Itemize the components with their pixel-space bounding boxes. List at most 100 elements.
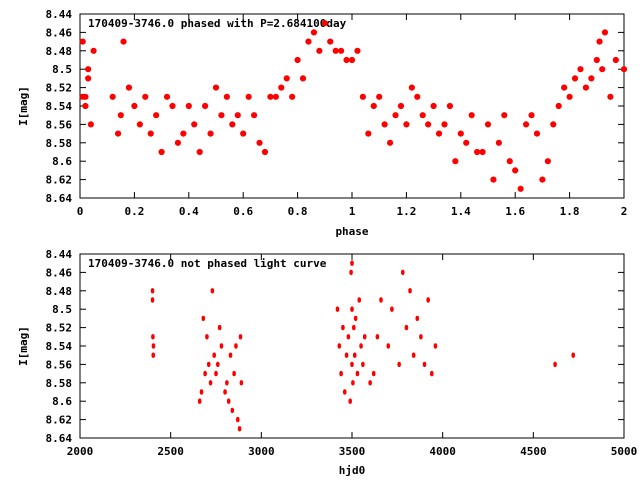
unphased-y-tick-label: 8.54 — [46, 340, 73, 353]
phased-data-point — [607, 93, 614, 100]
unphased-data-point — [225, 380, 229, 386]
unphased-data-point — [210, 288, 215, 294]
phased-data-point — [365, 130, 372, 137]
phased-x-tick-label: 0.6 — [233, 205, 253, 218]
phased-data-point — [294, 56, 301, 64]
phased-data-point — [321, 20, 328, 27]
unphased-data-point — [208, 380, 213, 386]
unphased-data-point — [379, 297, 383, 303]
unphased-y-tick-label: 8.46 — [46, 266, 73, 279]
phased-data-point — [495, 139, 502, 146]
unphased-x-tick-label: 4500 — [520, 445, 547, 458]
phased-data-point — [601, 29, 609, 36]
unphased-data-point — [352, 352, 357, 358]
phased-data-point — [452, 158, 459, 165]
phased-data-point — [359, 93, 366, 100]
phased-data-point — [555, 102, 562, 110]
phased-data-point — [212, 84, 220, 91]
unphased-y-tick-label: 8.56 — [46, 358, 73, 371]
phased-data-point — [457, 130, 464, 137]
phased-data-point — [185, 102, 192, 110]
phased-data-point — [484, 121, 492, 128]
unphased-data-point — [433, 343, 438, 349]
unphased-data-point — [151, 343, 156, 349]
phased-data-point — [120, 38, 127, 45]
unphased-data-point — [352, 324, 356, 331]
unphased-data-point — [206, 361, 211, 368]
phased-data-point — [250, 112, 258, 119]
phased-data-point — [376, 93, 383, 100]
phased-data-point — [446, 102, 454, 110]
phased-data-point — [577, 66, 584, 73]
phased-data-point — [517, 185, 524, 192]
unphased-data-point — [232, 370, 236, 377]
phased-data-point — [163, 93, 171, 100]
phased-x-tick-label: 1.2 — [396, 205, 416, 218]
unphased-data-point — [216, 361, 220, 368]
unphased-data-point — [226, 398, 231, 404]
unphased-ticks: 2000 2500 3000 3500 4000 4500 5000 8.44 8.46 8.48… — [46, 248, 638, 458]
unphased-data-point — [239, 380, 244, 386]
phased-data-point — [397, 102, 405, 110]
unphased-data-point — [415, 315, 420, 322]
phased-data-point — [539, 176, 546, 183]
unphased-data-point — [553, 361, 557, 368]
phased-data-point — [512, 167, 519, 174]
unphased-data-point — [237, 426, 242, 432]
phased-points — [79, 20, 628, 192]
unphased-plot-title: 170409-3746.0 not phased light curve — [88, 257, 327, 270]
unphased-data-point — [151, 352, 156, 358]
phased-y-tick-label: 8.54 — [46, 100, 73, 113]
unphased-x-tick-label: 3000 — [248, 445, 275, 458]
phased-data-point — [528, 112, 535, 119]
phased-x-axis-label: phase — [335, 225, 368, 238]
phased-data-point — [506, 158, 513, 165]
unphased-y-axis-label: I[mag] — [17, 326, 30, 366]
phased-data-point — [522, 121, 530, 128]
phased-data-point — [425, 121, 432, 128]
phased-data-point — [490, 176, 497, 183]
phased-data-point — [381, 121, 388, 128]
phased-data-point — [571, 75, 579, 82]
unphased-data-point — [390, 306, 394, 312]
phased-data-point — [338, 47, 345, 54]
unphased-data-point — [223, 389, 227, 395]
phased-data-point — [202, 102, 209, 110]
phased-data-point — [229, 121, 236, 128]
phased-data-point — [158, 148, 165, 156]
phased-data-point — [272, 93, 279, 100]
unphased-y-tick-label: 8.48 — [46, 285, 73, 298]
phased-x-tick-label: 1 — [349, 205, 356, 218]
unphased-data-point — [426, 297, 430, 303]
phased-data-point — [85, 75, 92, 82]
phased-data-point — [479, 148, 486, 156]
unphased-data-point — [397, 361, 401, 368]
phased-data-point — [267, 93, 274, 100]
unphased-data-point — [349, 269, 353, 276]
phased-data-point — [305, 38, 312, 45]
phased-data-point — [403, 121, 410, 128]
phased-data-point — [90, 47, 97, 54]
phased-data-point — [278, 84, 285, 91]
unphased-x-tick-label: 5000 — [611, 445, 638, 458]
phased-data-point — [620, 66, 628, 73]
unphased-data-point — [150, 288, 155, 294]
unphased-data-point — [219, 343, 224, 349]
unphased-data-point — [337, 343, 342, 349]
phased-data-point — [153, 112, 160, 119]
phased-y-tick-label: 8.64 — [46, 192, 73, 205]
unphased-data-point — [408, 288, 412, 294]
unphased-data-point — [422, 361, 427, 368]
unphased-data-point — [353, 315, 358, 322]
phased-x-tick-label: 2 — [621, 205, 628, 218]
phased-data-point — [117, 112, 124, 119]
unphased-y-tick-label: 8.6 — [52, 395, 72, 408]
phased-x-tick-label: 1.4 — [451, 205, 471, 218]
unphased-data-point — [238, 334, 243, 340]
unphased-data-point — [335, 306, 340, 312]
phased-panel: 170409-3746.0 phased with P=2.684100day … — [17, 8, 627, 238]
phased-data-point — [430, 102, 437, 110]
phased-data-point — [408, 84, 415, 91]
unphased-data-point — [339, 370, 343, 377]
